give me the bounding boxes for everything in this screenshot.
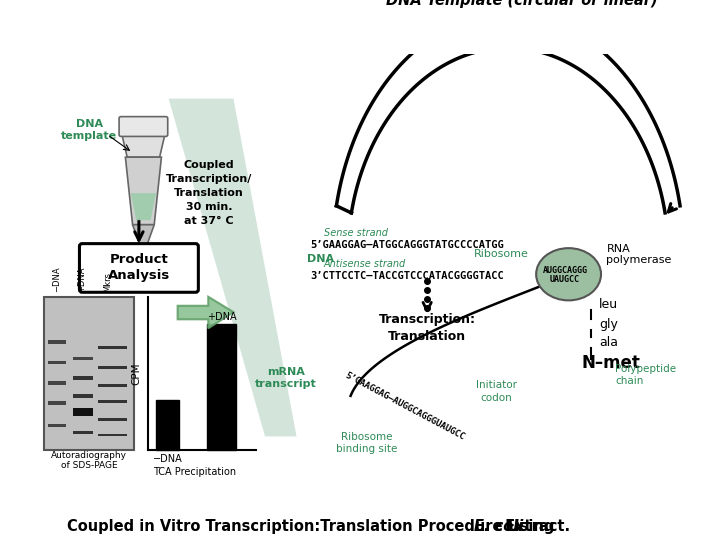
Bar	[48, 361, 66, 365]
Text: Coupled in Vitro Transcription:Translation Procedure Using: Coupled in Vitro Transcription:Translati…	[67, 519, 559, 534]
FancyBboxPatch shape	[79, 244, 198, 292]
Bar	[156, 400, 179, 450]
Bar	[73, 394, 93, 397]
Bar	[207, 324, 236, 450]
Text: Ribosome
binding site: Ribosome binding site	[336, 431, 397, 454]
Bar	[99, 400, 127, 403]
Bar	[48, 424, 66, 427]
Text: E. coli: E. coli	[474, 519, 523, 534]
Bar	[73, 431, 93, 434]
Polygon shape	[168, 99, 297, 436]
Bar	[73, 376, 93, 380]
Ellipse shape	[536, 248, 601, 300]
Bar	[45, 297, 135, 450]
Text: Initiator
codon: Initiator codon	[476, 380, 517, 402]
Text: DNA
template: DNA template	[61, 119, 117, 141]
Text: N–met: N–met	[581, 354, 640, 372]
Text: −DNA: −DNA	[53, 267, 61, 292]
Text: UAUGCC: UAUGCC	[550, 275, 580, 284]
Text: Product
Analysis: Product Analysis	[108, 253, 170, 282]
Bar	[73, 357, 93, 360]
Text: −DNA: −DNA	[153, 454, 183, 464]
Text: 5’GAAGGAG—ATGGCAGGGTATGCCCCATGG: 5’GAAGGAG—ATGGCAGGGTATGCCCCATGG	[310, 240, 504, 249]
Text: +DNA: +DNA	[207, 312, 237, 322]
Polygon shape	[131, 193, 156, 220]
Polygon shape	[121, 130, 166, 157]
Text: Extract.: Extract.	[500, 519, 570, 534]
Text: DNA: DNA	[307, 254, 335, 264]
Text: +DNA: +DNA	[78, 267, 86, 292]
Bar	[99, 366, 127, 369]
Bar	[99, 434, 127, 436]
Bar	[73, 408, 93, 416]
Text: 3’CTTCCTC—TACCGTCCCATACGGGGTACC: 3’CTTCCTC—TACCGTCCCATACGGGGTACC	[310, 271, 504, 281]
Text: 5’GAAGGAG—AUGGCAGGGUAUGCC: 5’GAAGGAG—AUGGCAGGGUAUGCC	[343, 371, 467, 442]
Text: Ribosome: Ribosome	[474, 249, 529, 259]
Text: Autoradiography
of SDS-PAGE: Autoradiography of SDS-PAGE	[51, 451, 127, 470]
Text: Transcription:
Translation: Transcription: Translation	[379, 313, 476, 343]
Polygon shape	[125, 157, 161, 225]
Polygon shape	[178, 297, 233, 328]
Text: Antisense strand: Antisense strand	[323, 259, 406, 269]
Text: leu: leu	[599, 299, 618, 312]
Text: DNA Template (circular or linear): DNA Template (circular or linear)	[386, 0, 657, 9]
Text: Sense strand: Sense strand	[323, 228, 387, 238]
Bar	[48, 401, 66, 405]
Bar	[99, 346, 127, 349]
Text: mRNA
transcript: mRNA transcript	[255, 367, 317, 389]
Text: Polypeptide
chain: Polypeptide chain	[616, 364, 677, 386]
Bar	[48, 381, 66, 385]
Polygon shape	[132, 225, 154, 250]
Text: RNA
polymerase: RNA polymerase	[606, 244, 672, 265]
Text: TCA Precipitation: TCA Precipitation	[153, 467, 236, 476]
Text: Mkrs: Mkrs	[103, 272, 112, 292]
Text: Coupled
Transcription/
Translation
30 min.
at 37° C: Coupled Transcription/ Translation 30 mi…	[166, 160, 252, 226]
Text: gly: gly	[599, 318, 618, 331]
Text: CPM: CPM	[131, 362, 141, 384]
FancyBboxPatch shape	[119, 117, 168, 137]
Bar	[48, 340, 66, 343]
Text: ala: ala	[599, 336, 618, 349]
Text: AUGGCAGGG: AUGGCAGGG	[542, 266, 588, 275]
Bar	[99, 418, 127, 421]
Bar	[99, 384, 127, 387]
